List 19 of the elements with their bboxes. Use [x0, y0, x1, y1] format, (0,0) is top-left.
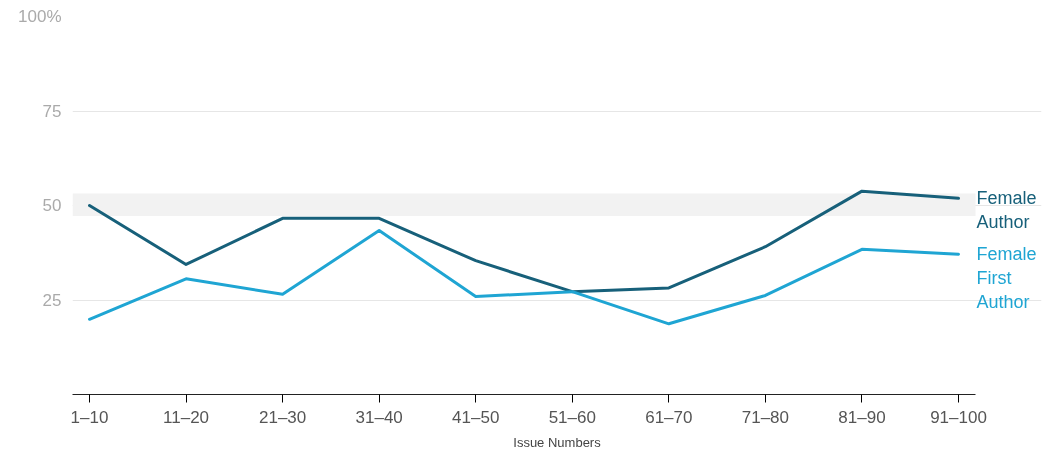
x-tick-label: 41–50 — [452, 407, 500, 427]
line-series — [87, 189, 961, 294]
y-tick-label: 100% — [18, 7, 62, 26]
x-tick-label: 91–100 — [930, 407, 987, 427]
y-tick-label: 50 — [42, 196, 62, 215]
line-series — [87, 228, 961, 326]
x-tick-label: 21–30 — [258, 407, 307, 427]
x-axis-title: Issue Numbers — [513, 434, 602, 450]
series-label: Female Author — [976, 188, 1037, 233]
series-label: Female First Author — [976, 244, 1037, 313]
y-tick-label: 25 — [42, 290, 62, 310]
x-tick-label: 11–20 — [163, 407, 210, 427]
y-tick-label: 75 — [42, 101, 62, 121]
x-tick-label: 81–90 — [838, 407, 886, 427]
x-tick-label: 51–60 — [548, 407, 596, 427]
x-tick-label: 61–70 — [645, 407, 693, 427]
x-tick-label: 71–80 — [741, 407, 790, 427]
x-tick-label: 1–10 — [70, 407, 109, 427]
x-tick-label: 31–40 — [355, 407, 403, 427]
